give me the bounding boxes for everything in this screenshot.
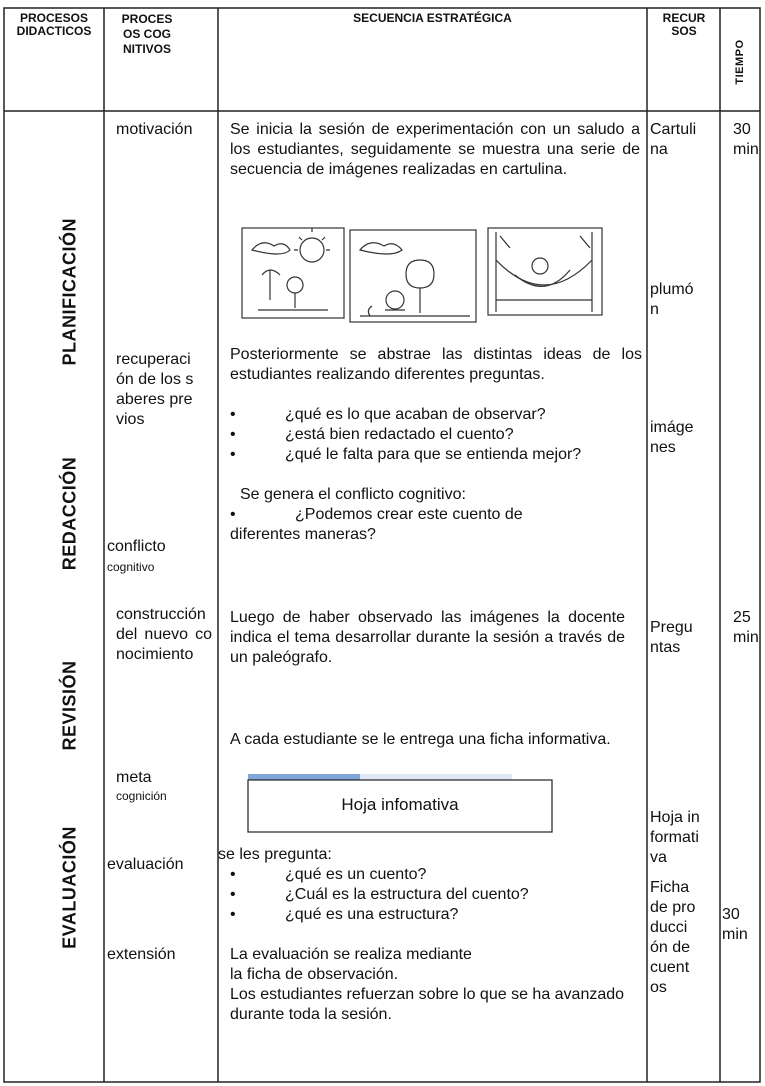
time: 30 min xyxy=(722,906,748,943)
bullet: • xyxy=(230,866,236,883)
cognitive-label: meta xyxy=(116,769,152,786)
cognitive-label: cognitivo xyxy=(107,560,155,574)
process-label: REDACCIÓN xyxy=(59,456,80,571)
question: ¿qué es un cuento? xyxy=(285,866,427,883)
paragraph: Luego de haber observado las imágenes la… xyxy=(230,609,625,666)
time: 30 min xyxy=(733,121,759,158)
paragraph: Se genera el conflicto cognitivo: xyxy=(240,486,466,503)
bullet: • xyxy=(230,886,236,903)
header: TIEMPO xyxy=(734,39,746,85)
resource: Cartulina xyxy=(650,121,697,158)
header: PROCESOS DIDACTICOS xyxy=(16,11,92,38)
paragraph: La evaluación se realiza mediante xyxy=(230,946,472,963)
bullet: • xyxy=(230,506,236,523)
paragraph: A cada estudiante se le entrega una fich… xyxy=(230,731,611,748)
time: 25 min xyxy=(733,609,759,646)
handout-box xyxy=(247,779,553,833)
bullet: • xyxy=(230,426,236,443)
question: ¿Cuál es la estructura del cuento? xyxy=(285,886,529,903)
cognitive-label: recuperación de los saberes previos xyxy=(116,351,194,428)
bullet: • xyxy=(230,906,236,923)
process-label: REVISIÓN xyxy=(59,660,80,751)
cognitive-label: extensión xyxy=(107,946,176,963)
cognitive-label: evaluación xyxy=(107,856,184,873)
resource: Ficha de producción de cuentos xyxy=(650,879,696,996)
story-images xyxy=(241,227,603,323)
paragraph: Se inicia la sesión de experimentación c… xyxy=(230,121,640,178)
process-label: EVALUACIÓN xyxy=(59,826,80,949)
resource: Preguntas xyxy=(650,619,693,656)
paragraph: Posteriormente se abstrae las distintas … xyxy=(230,346,642,383)
handout-title: Hoja infomativa xyxy=(341,795,459,814)
resource: plumón xyxy=(650,281,694,318)
cognitive-label: motivación xyxy=(116,121,193,138)
paragraph: la ficha de observación. xyxy=(230,966,399,983)
question: ¿está bien redactado el cuento? xyxy=(285,426,514,443)
box-bar xyxy=(360,774,512,780)
paragraph: se les pregunta: xyxy=(218,846,332,863)
cognitive-label: construcción del nuevo conocimiento xyxy=(116,606,212,663)
question: ¿qué le falta para que se entienda mejor… xyxy=(285,446,582,463)
resource: imágenes xyxy=(650,419,694,456)
header: PROCESOS COGNITIVOS xyxy=(121,12,173,56)
bullet: • xyxy=(230,406,236,423)
process-label: PLANIFICACIÓN xyxy=(59,218,80,366)
cognitive-label: cognición xyxy=(116,789,167,803)
header: SECUENCIA ESTRATÉGICA xyxy=(353,11,512,25)
resource: Hoja informativa xyxy=(650,809,700,866)
paragraph: Los estudiantes refuerzan sobre lo que s… xyxy=(230,986,625,1023)
cognitive-label: conflicto xyxy=(107,538,166,555)
bullet: • xyxy=(230,446,236,463)
question: ¿Podemos crear este cuento de diferentes… xyxy=(230,506,523,543)
question: ¿qué es una estructura? xyxy=(285,906,459,923)
question: ¿qué es lo que acaban de observar? xyxy=(285,406,546,423)
header: RECURSOS xyxy=(662,11,706,38)
